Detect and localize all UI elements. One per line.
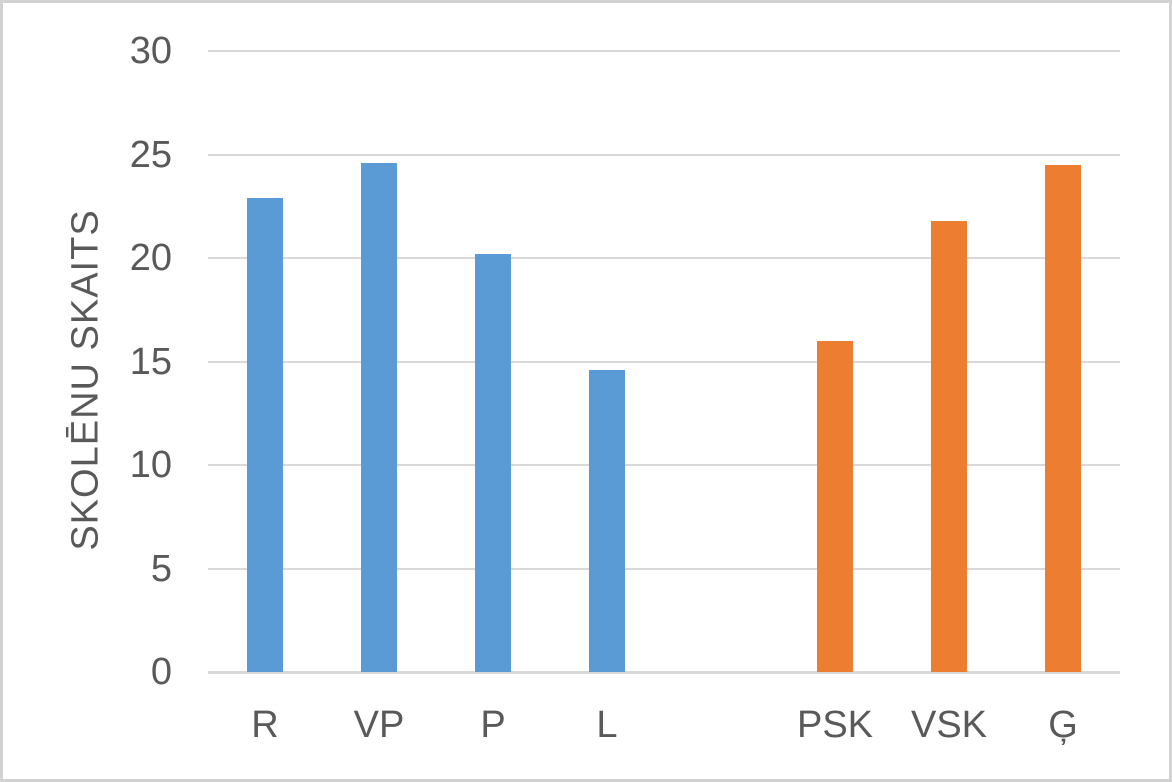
y-tick-label-5: 5: [150, 547, 172, 590]
x-category-label-L: L: [596, 704, 618, 746]
y-tick-label-30: 30: [129, 30, 172, 72]
bar-VSK: [931, 220, 967, 672]
y-tick-label-10: 10: [129, 444, 172, 486]
gridline-y-15: [208, 360, 1120, 363]
y-tick-label-0: 0: [150, 651, 172, 693]
y-tick-label-25: 25: [129, 133, 172, 176]
gridline-y-10: [208, 464, 1120, 466]
bar-PSK: [817, 340, 853, 672]
gridline-y-30: [208, 50, 1120, 52]
x-category-label-Ģ: Ģ: [1048, 704, 1078, 746]
bar-VP: [361, 162, 397, 672]
bar-L: [589, 369, 625, 672]
bar-P: [475, 253, 511, 672]
bar-R: [247, 197, 283, 672]
bar-Ģ: [1045, 164, 1081, 672]
x-category-label-VSK: VSK: [910, 704, 988, 746]
x-axis-line: [208, 671, 1120, 674]
gridline-y-5: [208, 567, 1120, 570]
x-category-label-PSK: PSK: [796, 704, 874, 746]
gridline-y-20: [208, 257, 1120, 259]
y-tick-label-15: 15: [129, 340, 172, 383]
y-tick-label-20: 20: [129, 237, 172, 279]
x-category-label-P: P: [480, 704, 506, 746]
x-category-label-VP: VP: [353, 704, 405, 746]
gridline-y-25: [208, 153, 1120, 156]
x-category-label-R: R: [251, 704, 279, 746]
